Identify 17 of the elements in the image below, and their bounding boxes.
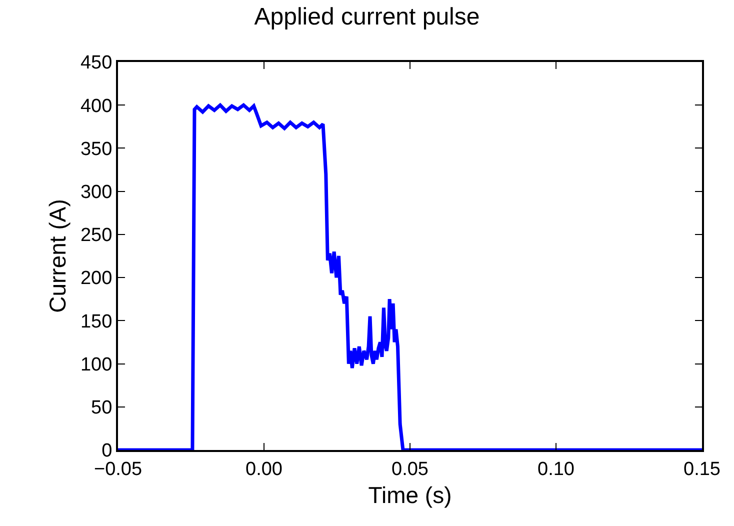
chart-title: Applied current pulse — [254, 4, 480, 31]
x-tick-label: 0.05 — [392, 458, 428, 480]
x-axis-title: Time (s) — [368, 482, 452, 508]
y-tick-label: 250 — [80, 225, 112, 246]
x-tick-label: 0.10 — [538, 458, 574, 480]
y-tick-label: 200 — [80, 268, 112, 290]
y-tick-label: 50 — [91, 398, 112, 419]
y-tick-label: 400 — [80, 96, 112, 117]
y-tick-label: 100 — [80, 354, 112, 376]
y-tick-label: 150 — [80, 311, 112, 332]
y-tick-label: 300 — [80, 182, 112, 203]
x-tick-label: 0.15 — [684, 458, 720, 480]
y-axis-title: Current (A) — [44, 199, 70, 313]
y-tick-label: 450 — [80, 52, 112, 74]
y-tick-label: 350 — [80, 138, 112, 160]
line-series — [118, 103, 702, 450]
x-tick-label: 0.00 — [246, 458, 282, 480]
